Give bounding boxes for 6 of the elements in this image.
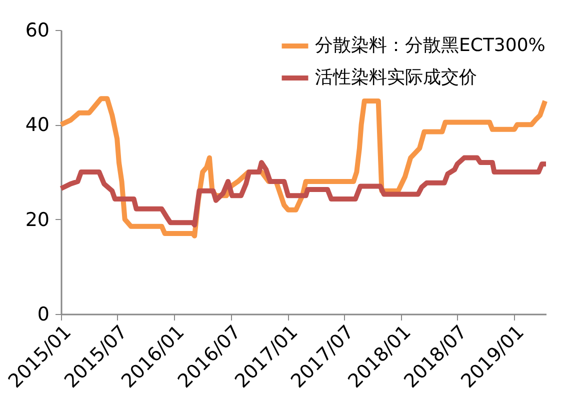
y-tick-label: 20 [25, 208, 50, 231]
legend-label: 分散染料：分散黑ECT300% [315, 35, 546, 56]
y-tick-label: 40 [25, 114, 50, 136]
y-tick-label: 0 [37, 304, 50, 326]
y-tick-label: 60 [25, 20, 50, 42]
legend-label: 活性染料实际成交价 [315, 67, 477, 88]
